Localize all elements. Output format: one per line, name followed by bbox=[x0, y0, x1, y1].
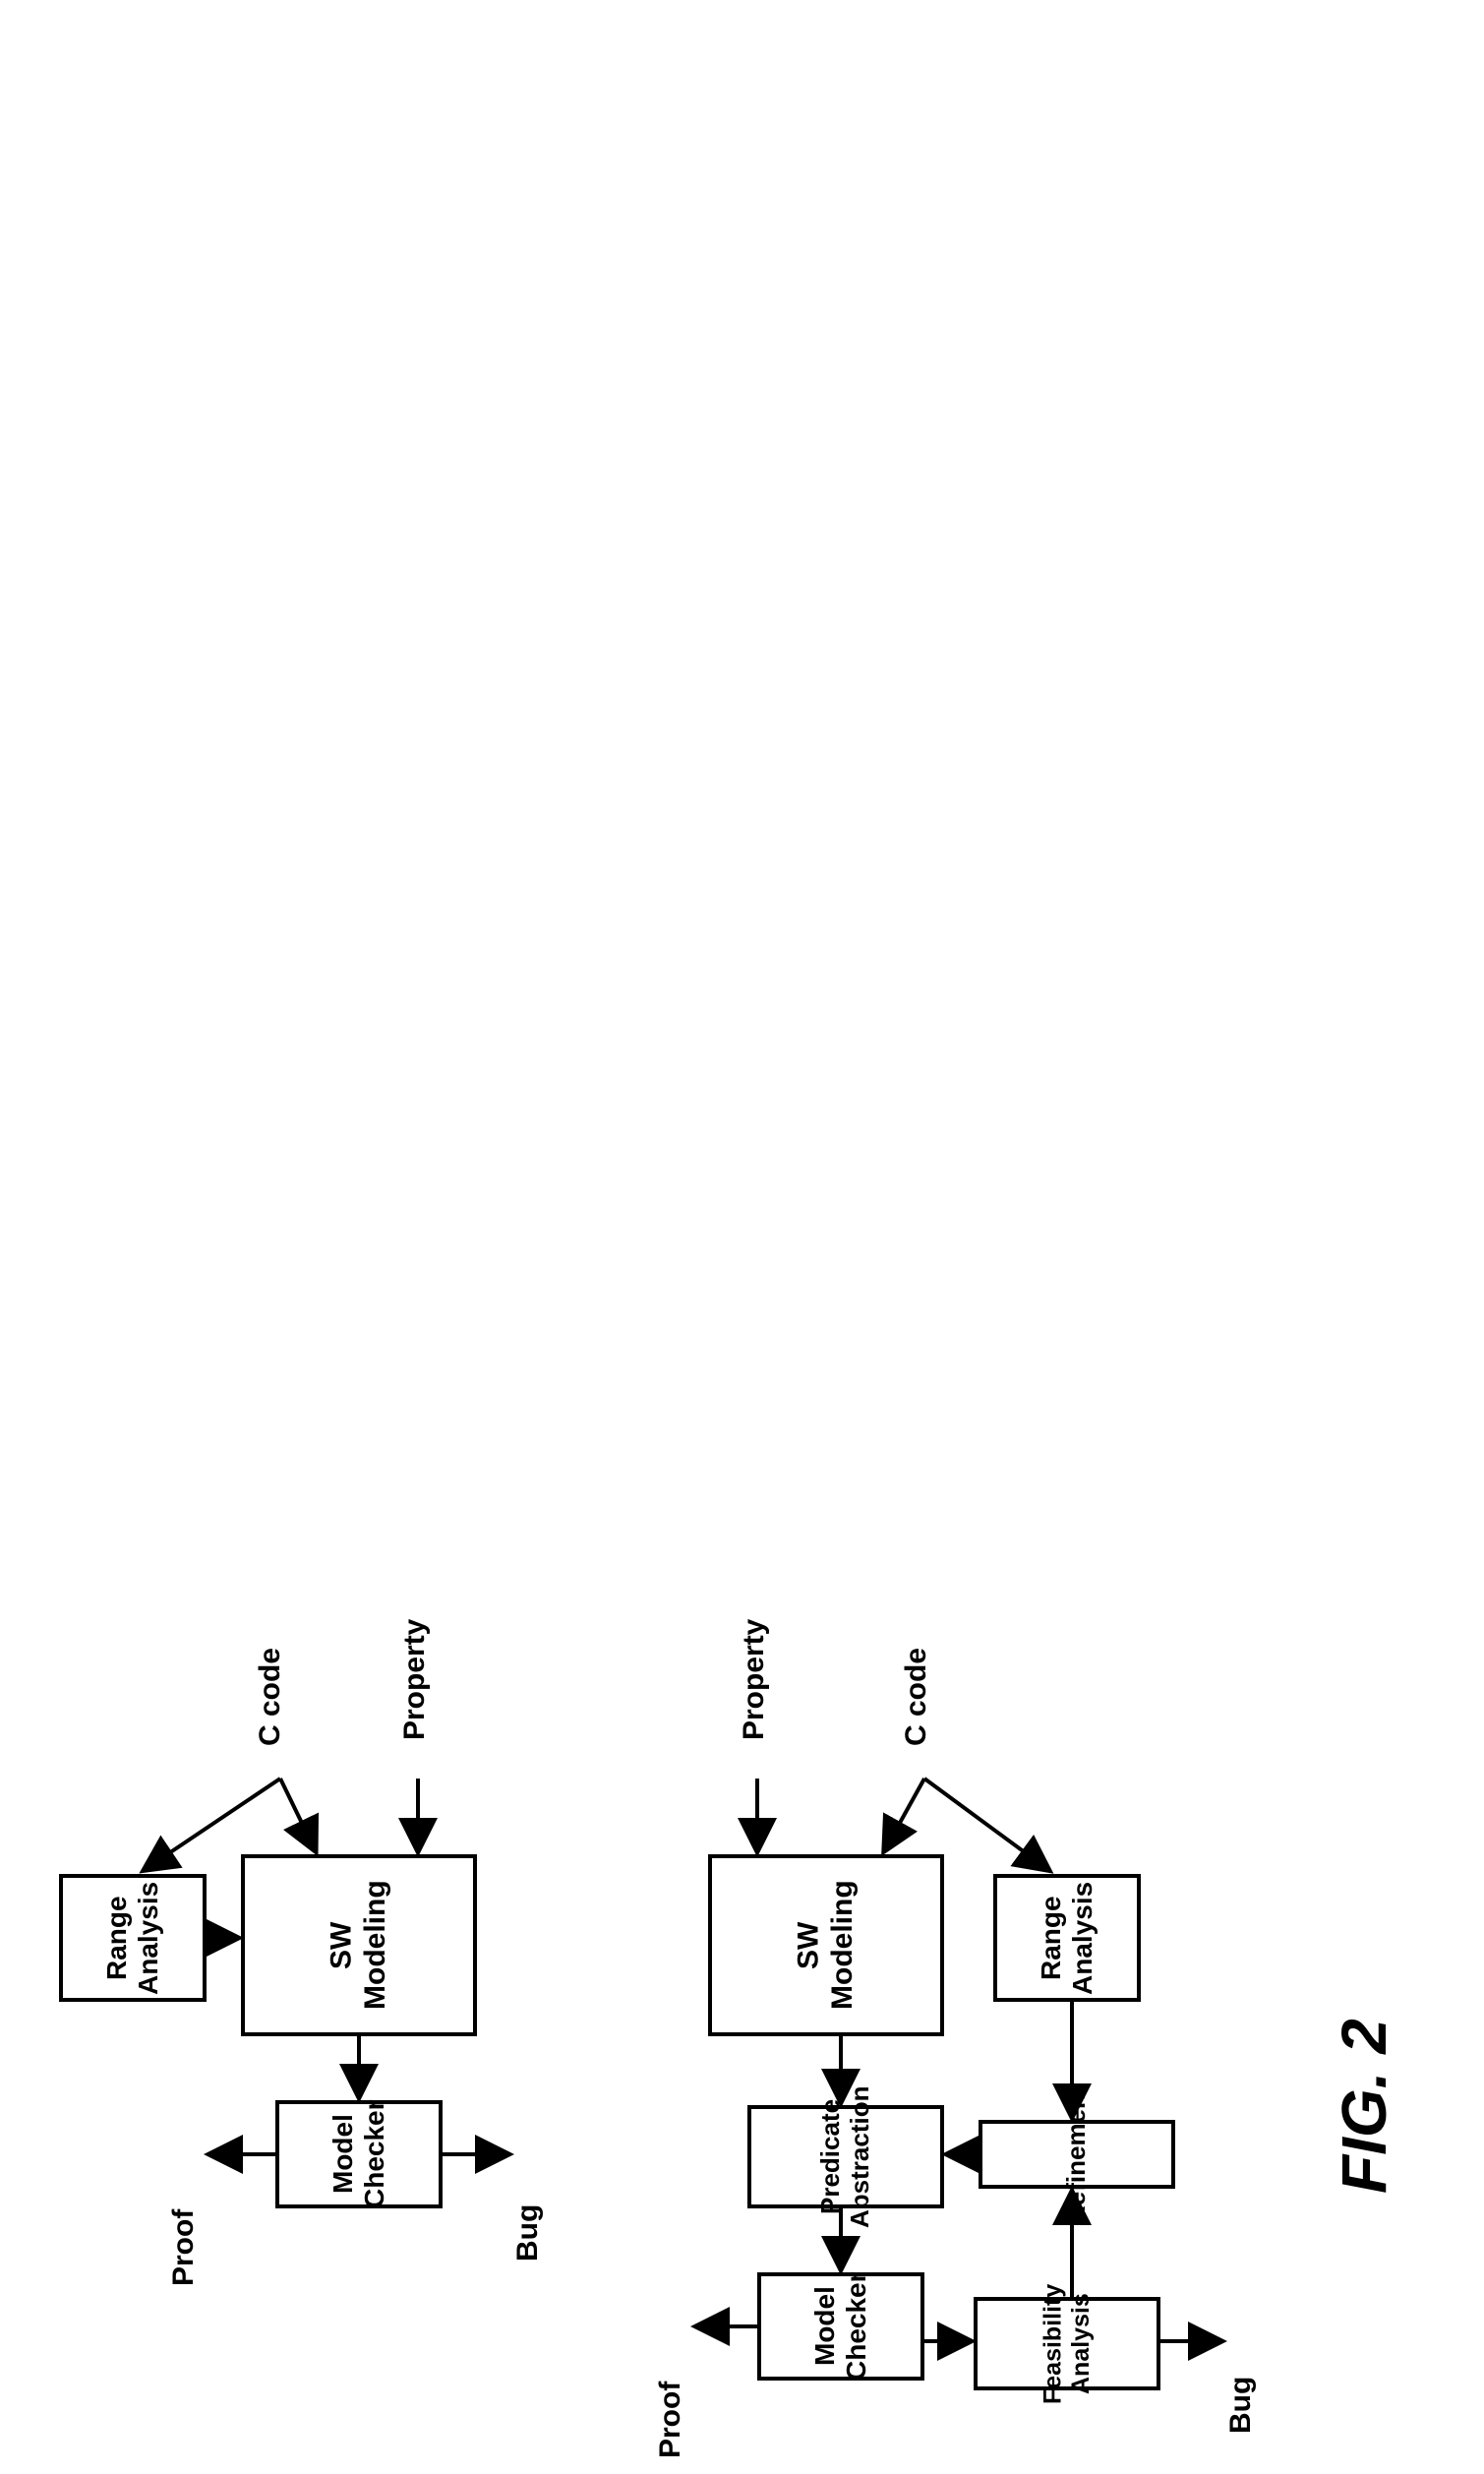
right-model-checker-box: Model Checker bbox=[757, 2272, 924, 2381]
right-c-code-label: C code bbox=[900, 1623, 939, 1771]
left-range-analysis-box: Range Analysis bbox=[59, 1874, 207, 2002]
left-sw-modeling-box: SW Modeling bbox=[241, 1854, 477, 2036]
right-property-label: Property bbox=[738, 1589, 777, 1771]
right-feasibility-analysis-box: Feasibility Analysis bbox=[974, 2297, 1160, 2390]
right-sw-modeling-box: SW Modeling bbox=[708, 1854, 944, 2036]
arrows-layer bbox=[0, 0, 1484, 2416]
right-predicate-abstraction-box: Predicate Abstraction bbox=[747, 2105, 944, 2208]
figure-label: FIG. 2 bbox=[1328, 1938, 1406, 2194]
left-bug-label: Bug bbox=[511, 2194, 551, 2272]
right-bug-label: Bug bbox=[1224, 2366, 1264, 2444]
left-proof-label: Proof bbox=[167, 2194, 207, 2302]
right-proof-label: Proof bbox=[654, 2366, 693, 2474]
left-c-code-label: C code bbox=[254, 1623, 293, 1771]
left-property-label: Property bbox=[398, 1589, 438, 1771]
canvas: C code Property Range Analysis SW Modeli… bbox=[0, 0, 1484, 2416]
right-refinement-box: Refinement bbox=[979, 2120, 1175, 2189]
right-range-analysis-box: Range Analysis bbox=[993, 1874, 1141, 2002]
left-model-checker-box: Model Checker bbox=[275, 2100, 443, 2208]
